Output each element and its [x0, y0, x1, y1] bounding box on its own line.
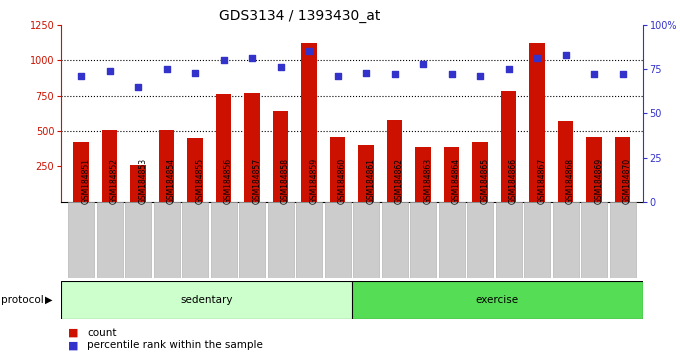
Text: GSM184855: GSM184855	[195, 158, 204, 204]
FancyBboxPatch shape	[353, 202, 379, 278]
Text: ■: ■	[68, 328, 78, 338]
Text: GSM184859: GSM184859	[309, 158, 318, 204]
Text: GSM184858: GSM184858	[281, 158, 290, 204]
Point	[446, 72, 457, 77]
Text: percentile rank within the sample: percentile rank within the sample	[87, 340, 263, 350]
Point	[304, 48, 315, 54]
FancyBboxPatch shape	[68, 202, 95, 278]
Text: GSM184865: GSM184865	[480, 158, 489, 204]
FancyBboxPatch shape	[352, 281, 643, 319]
Bar	[330, 137, 345, 202]
Text: GSM184866: GSM184866	[509, 158, 517, 204]
Bar	[102, 130, 118, 202]
Text: GSM184864: GSM184864	[452, 158, 460, 204]
Bar	[187, 138, 203, 202]
Text: GSM184853: GSM184853	[138, 158, 147, 204]
Text: GSM184869: GSM184869	[594, 158, 603, 204]
Point	[389, 72, 400, 77]
Bar	[159, 130, 175, 202]
Text: count: count	[87, 328, 116, 338]
Text: GSM184863: GSM184863	[423, 158, 432, 204]
Point	[360, 70, 371, 75]
FancyBboxPatch shape	[182, 202, 208, 278]
Point	[218, 57, 229, 63]
Bar	[244, 93, 260, 202]
Bar	[473, 142, 488, 202]
Point	[75, 73, 86, 79]
FancyBboxPatch shape	[239, 202, 265, 278]
Point	[560, 52, 571, 58]
Text: GSM184868: GSM184868	[566, 158, 575, 204]
Point	[333, 73, 343, 79]
FancyBboxPatch shape	[467, 202, 493, 278]
FancyBboxPatch shape	[61, 281, 352, 319]
FancyBboxPatch shape	[267, 202, 294, 278]
Text: GSM184867: GSM184867	[537, 158, 546, 204]
Text: GDS3134 / 1393430_at: GDS3134 / 1393430_at	[218, 9, 380, 23]
FancyBboxPatch shape	[296, 202, 322, 278]
Point	[418, 61, 428, 67]
Text: GSM184860: GSM184860	[338, 158, 347, 204]
Text: GSM184862: GSM184862	[394, 158, 404, 204]
FancyBboxPatch shape	[125, 202, 151, 278]
FancyBboxPatch shape	[496, 202, 522, 278]
Bar	[216, 94, 231, 202]
Point	[161, 66, 172, 72]
Text: GSM184861: GSM184861	[366, 158, 375, 204]
Point	[617, 72, 628, 77]
Text: GSM184852: GSM184852	[109, 158, 118, 204]
FancyBboxPatch shape	[381, 202, 408, 278]
Bar	[586, 137, 602, 202]
FancyBboxPatch shape	[581, 202, 607, 278]
Point	[133, 84, 143, 90]
Point	[589, 72, 600, 77]
FancyBboxPatch shape	[410, 202, 437, 278]
FancyBboxPatch shape	[524, 202, 550, 278]
Bar	[529, 43, 545, 202]
Text: ■: ■	[68, 340, 78, 350]
Text: GSM184856: GSM184856	[224, 158, 233, 204]
Bar	[500, 91, 517, 202]
Text: sedentary: sedentary	[180, 295, 233, 305]
Point	[104, 68, 115, 74]
Point	[532, 56, 543, 61]
Point	[247, 56, 258, 61]
Bar	[444, 147, 460, 202]
Bar	[73, 142, 89, 202]
FancyBboxPatch shape	[609, 202, 636, 278]
FancyBboxPatch shape	[553, 202, 579, 278]
Text: ▶: ▶	[45, 295, 52, 305]
Bar	[301, 43, 317, 202]
Point	[475, 73, 486, 79]
FancyBboxPatch shape	[439, 202, 464, 278]
Text: GSM184870: GSM184870	[623, 158, 632, 204]
Bar	[615, 137, 630, 202]
Bar	[558, 121, 573, 202]
Bar	[358, 145, 374, 202]
FancyBboxPatch shape	[154, 202, 180, 278]
FancyBboxPatch shape	[97, 202, 123, 278]
Bar	[415, 147, 431, 202]
Text: GSM184857: GSM184857	[252, 158, 261, 204]
Bar	[387, 120, 403, 202]
Text: GSM184854: GSM184854	[167, 158, 175, 204]
Point	[275, 64, 286, 70]
Text: exercise: exercise	[476, 295, 519, 305]
Point	[503, 66, 514, 72]
Text: GSM184851: GSM184851	[81, 158, 90, 204]
Bar	[131, 165, 146, 202]
Point	[190, 70, 201, 75]
FancyBboxPatch shape	[211, 202, 237, 278]
Text: protocol: protocol	[1, 295, 44, 305]
Bar	[273, 111, 288, 202]
FancyBboxPatch shape	[324, 202, 351, 278]
